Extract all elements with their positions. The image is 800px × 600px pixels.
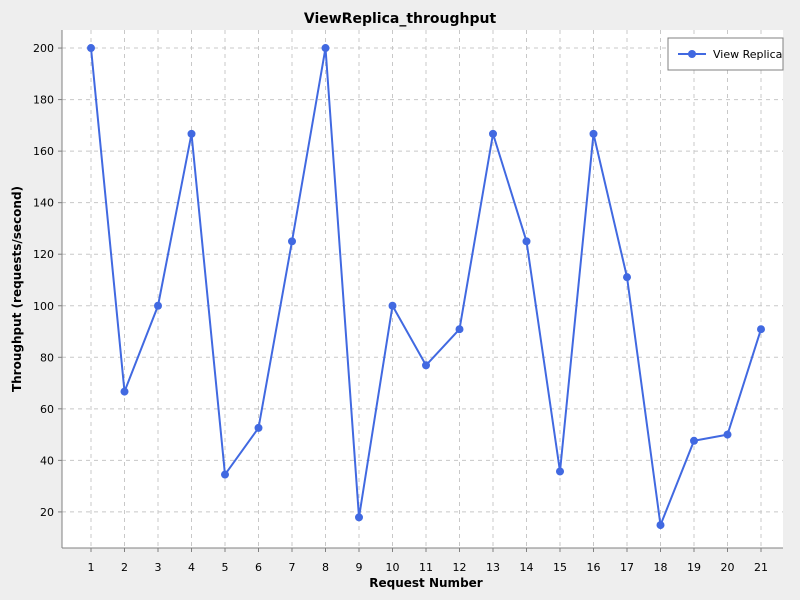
- x-tick-label: 11: [419, 561, 433, 574]
- x-tick-label: 6: [255, 561, 262, 574]
- grid: [62, 30, 783, 548]
- data-point: [388, 301, 397, 310]
- x-tick-label: 16: [587, 561, 601, 574]
- x-tick-label: 19: [687, 561, 701, 574]
- legend-label-view-replica: View Replica: [713, 48, 782, 61]
- data-point: [254, 423, 263, 432]
- data-point: [690, 436, 698, 445]
- x-tick-label: 3: [155, 561, 162, 574]
- x-tick-label: 12: [453, 561, 467, 574]
- x-tick-label: 7: [289, 561, 296, 574]
- x-tick-label: 20: [721, 561, 735, 574]
- x-tick-label: 21: [754, 561, 768, 574]
- y-tick-label: 140: [33, 197, 54, 210]
- data-point: [522, 237, 531, 246]
- data-point: [87, 44, 95, 53]
- y-ticks: 20 40 60 80 100 120 140 160 180 200: [33, 42, 62, 519]
- series-layer: [87, 44, 765, 530]
- data-point: [221, 470, 229, 479]
- legend-marker-view-replica: [688, 50, 696, 58]
- y-tick-label: 60: [40, 403, 54, 416]
- data-point: [422, 361, 430, 370]
- data-point: [120, 387, 129, 396]
- x-tick-label: 15: [553, 561, 567, 574]
- x-tick-label: 1: [88, 561, 95, 574]
- data-point: [187, 129, 196, 138]
- x-tick-label: 14: [520, 561, 534, 574]
- data-point: [154, 301, 162, 310]
- plot-area: [62, 30, 783, 548]
- data-point: [288, 237, 296, 246]
- y-tick-label: 200: [33, 42, 54, 55]
- data-point: [723, 430, 732, 439]
- data-point: [355, 513, 363, 522]
- x-tick-label: 13: [486, 561, 500, 574]
- data-point: [321, 44, 330, 53]
- y-axis-label: Throughput (requests/second): [10, 186, 24, 392]
- x-tick-label: 5: [222, 561, 229, 574]
- chart-title: ViewReplica_throughput: [304, 11, 497, 27]
- data-point: [455, 325, 464, 334]
- x-tick-label: 8: [322, 561, 329, 574]
- x-ticks: 1 2 3 4 5 6 7 8 9 10 11 12 13 14 15 16 17 18 19 20 21: [88, 548, 768, 574]
- y-tick-label: 120: [33, 248, 54, 261]
- y-tick-label: 160: [33, 145, 54, 158]
- legend: View Replica: [667, 37, 784, 71]
- x-tick-label: 17: [620, 561, 634, 574]
- y-tick-label: 20: [40, 506, 54, 519]
- axes: [61, 30, 783, 549]
- x-tick-label: 2: [121, 561, 128, 574]
- y-tick-label: 80: [40, 351, 54, 364]
- data-point: [757, 325, 765, 334]
- data-point: [556, 467, 564, 476]
- data-point: [656, 521, 665, 530]
- y-tick-label: 100: [33, 300, 54, 313]
- data-point: [623, 273, 631, 282]
- data-point: [489, 129, 497, 138]
- y-tick-label: 40: [40, 454, 54, 467]
- x-tick-label: 10: [386, 561, 400, 574]
- x-axis-label: Request Number: [369, 576, 483, 590]
- data-point: [589, 129, 598, 138]
- x-tick-label: 4: [188, 561, 195, 574]
- x-tick-label: 18: [654, 561, 668, 574]
- y-tick-label: 180: [33, 94, 54, 107]
- x-tick-label: 9: [356, 561, 363, 574]
